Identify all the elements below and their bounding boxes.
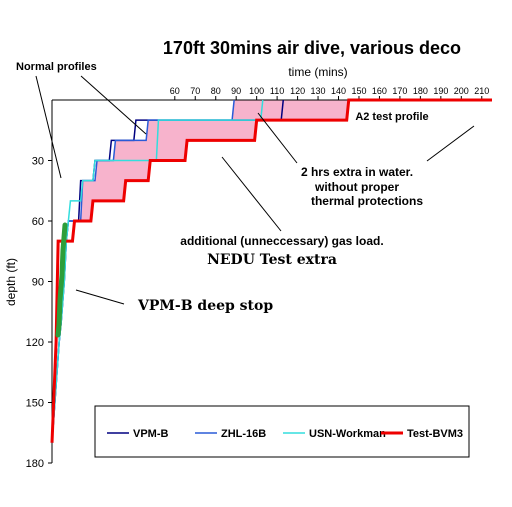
x-tick-label: 100 [249, 86, 264, 96]
leader-normal-1 [35, 75, 62, 179]
series-layer [50, 98, 492, 443]
series-line-test-bvm3 [50, 98, 492, 443]
vpmb-deep-stop-marker [55, 222, 68, 338]
legend: VPM-B ZHL-16B USN-Workman Test-BVM3 [107, 428, 463, 440]
x-tick-label: 150 [351, 86, 366, 96]
x-tick-label: 210 [474, 86, 489, 96]
y-tick-label: 120 [26, 337, 44, 349]
chart-title: 170ft 30mins air dive, various deco [163, 38, 461, 58]
x-tick-label: 120 [290, 86, 305, 96]
x-tick-label: 170 [392, 86, 407, 96]
x-axis-ticks: 60 70 80 90 100 110 120 130 140 150 160 170 180 190 20… [170, 86, 489, 100]
annotation-thermal-protections: thermal protections [311, 194, 423, 208]
leader-gas-load [221, 156, 282, 232]
series-line-usn-workman [51, 99, 264, 443]
x-tick-label: 190 [433, 86, 448, 96]
leader-2hrs [257, 112, 298, 164]
annotation-vpmb-deep-stop: VPM-B deep stop [137, 298, 273, 314]
annotation-without-proper: without proper [314, 180, 399, 194]
leader-deep-stop [75, 289, 125, 305]
y-tick-label: 60 [32, 216, 44, 228]
y-axis-ticks: 30 60 90 120 150 180 [26, 156, 52, 470]
annotation-leaders [35, 75, 475, 305]
y-tick-label: 150 [26, 398, 44, 410]
y-axis-label: depth (ft) [4, 258, 18, 306]
x-tick-label: 80 [211, 86, 221, 96]
y-tick-label: 30 [32, 156, 44, 168]
x-tick-label: 130 [311, 86, 326, 96]
legend-label: ZHL-16B [221, 428, 266, 440]
legend-box [94, 405, 470, 458]
x-tick-label: 160 [372, 86, 387, 96]
x-tick-label: 90 [231, 86, 241, 96]
x-axis-label: time (mins) [288, 65, 347, 79]
extra-gas-load-region [68, 100, 492, 221]
x-tick-label: 180 [413, 86, 428, 96]
x-tick-label: 200 [454, 86, 469, 96]
annotation-a2-test-profile: A2 test profile [355, 111, 428, 123]
legend-label: Test-BVM3 [407, 428, 463, 440]
x-tick-label: 110 [270, 86, 284, 96]
y-tick-label: 90 [32, 277, 44, 289]
x-tick-label: 60 [170, 86, 180, 96]
legend-label: USN-Workman [309, 428, 386, 440]
x-tick-label: 70 [190, 86, 200, 96]
annotation-normal-profiles: Normal profiles [16, 61, 97, 73]
annotation-nedu-test-extra: NEDU Test extra [207, 252, 337, 268]
legend-label: VPM-B [133, 428, 169, 440]
annotation-2hrs-extra: 2 hrs extra in water. [301, 165, 413, 179]
leader-thermal [426, 125, 475, 162]
x-tick-label: 140 [331, 86, 346, 96]
y-tick-label: 180 [26, 458, 44, 470]
leader-normal-2 [80, 75, 147, 135]
annotation-gas-load: additional (unneccessary) gas load. [180, 234, 383, 248]
